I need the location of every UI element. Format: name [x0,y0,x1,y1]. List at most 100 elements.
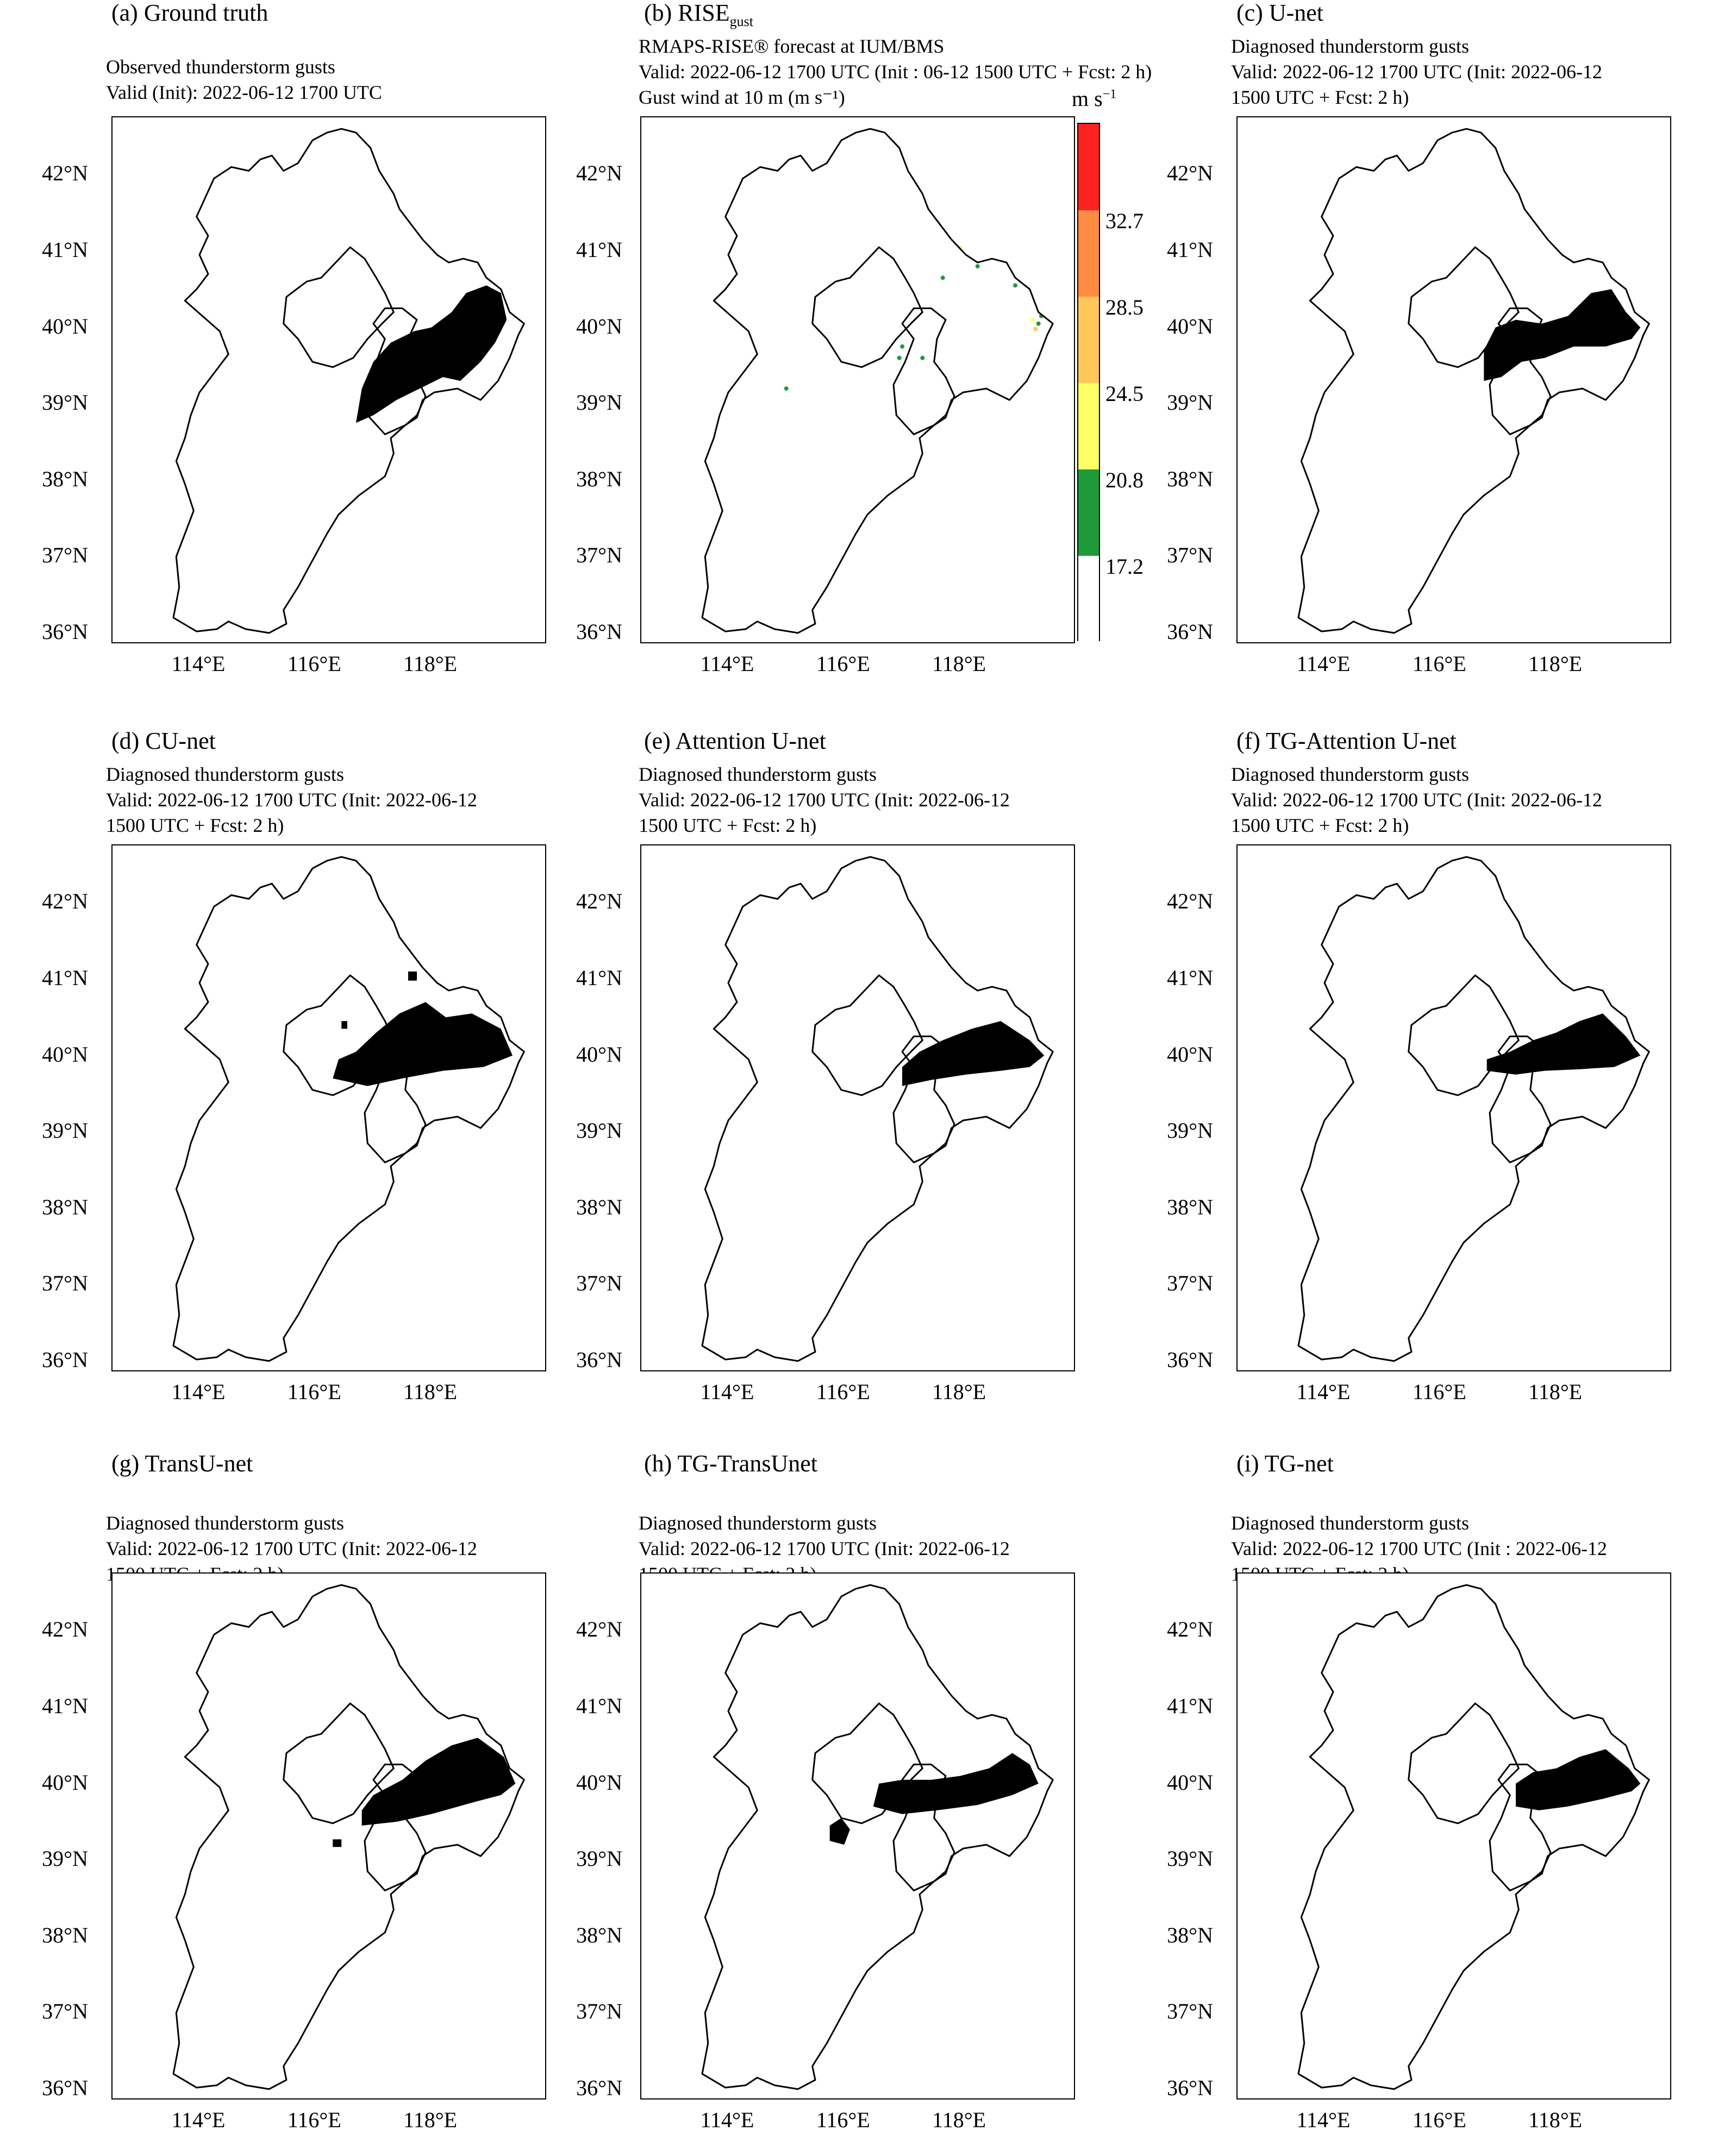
subtitle-line: 1500 UTC + Fcst: 2 h) [1231,814,1409,836]
lat-label: 40°N [1167,1042,1213,1067]
subtitle-line: 1500 UTC + Fcst: 2 h) [1231,86,1409,108]
subtitle-line: Observed thunderstorm gusts [106,56,335,78]
lat-label: 38°N [1167,466,1213,491]
map-svg [1297,128,1650,634]
lon-label: 116°E [816,1380,870,1404]
lat-label: 41°N [42,966,88,990]
gust-area [1516,1749,1641,1810]
gust-area [829,1817,850,1845]
beijing-boundary [811,974,923,1096]
subtitle-line: Valid (Init): 2022-06-12 1700 UTC [106,82,382,103]
beijing-boundary [1408,1702,1520,1825]
lon-label: 118°E [403,2108,458,2132]
hebei-boundary [172,856,525,1362]
lat-label: 38°N [576,1194,622,1219]
colorbar-tick-label: 28.5 [1105,295,1144,319]
lat-label: 37°N [42,1271,88,1296]
lon-label: 114°E [700,651,754,676]
lon-label: 114°E [1296,2108,1351,2132]
lat-label: 39°N [1167,1118,1213,1143]
hebei-boundary [1297,1584,1650,2090]
map-svg [172,856,525,1362]
colorbar-segment [1078,556,1099,642]
lat-label: 41°N [1167,237,1213,262]
map-frame [1236,116,1671,643]
lon-label: 118°E [1528,651,1583,676]
lat-label: 38°N [576,1922,622,1947]
beijing-boundary [1408,974,1520,1096]
panel-label: (d) CU-net [111,728,216,754]
map-frame [111,116,546,643]
lat-label: 40°N [42,314,88,339]
panel-label: (e) Attention U-net [644,728,826,754]
subtitle-line: Diagnosed thunderstorm gusts [1231,763,1469,785]
map-frame [1236,844,1671,1371]
tianjin-boundary [1489,1035,1552,1163]
lat-label: 36°N [576,2075,622,2100]
lat-label: 39°N [42,390,88,415]
panel-subtitle: RMAPS-RISE® forecast at IUM/BMS Valid: 20… [639,34,1152,110]
lat-label: 38°N [1167,1194,1213,1219]
hebei-boundary [701,856,1054,1362]
gust-area [333,1002,513,1086]
gust-speckle [1030,317,1035,322]
lat-label: 42°N [1167,889,1213,914]
lon-label: 116°E [816,2108,870,2132]
map-svg [1297,1584,1650,2090]
map-svg [1297,856,1650,1362]
hebei-boundary [172,1584,525,2090]
lat-label: 42°N [1167,1617,1213,1642]
gust-area [341,1021,347,1029]
lat-label: 36°N [576,619,622,644]
beijing-boundary [283,246,395,368]
tianjin-boundary [1489,307,1552,435]
lon-label: 118°E [932,1380,986,1404]
lon-label: 114°E [171,1380,226,1404]
colorbar [1077,123,1100,642]
lat-label: 40°N [1167,314,1213,339]
panel-label: (c) U-net [1236,0,1324,26]
gust-speckle [900,344,904,349]
gust-speckle [920,355,925,360]
map-svg [172,1584,525,2090]
lat-label: 36°N [576,1347,622,1372]
lat-label: 39°N [1167,390,1213,415]
lon-label: 116°E [287,2108,341,2132]
lat-label: 36°N [1167,1347,1213,1372]
lon-label: 118°E [932,2108,986,2132]
lat-label: 42°N [576,889,622,914]
lon-label: 114°E [700,2108,754,2132]
lon-label: 118°E [1528,2108,1583,2132]
panel-subtitle: Diagnosed thunderstorm gusts Valid: 2022-… [1231,762,1602,838]
lat-label: 36°N [1167,2075,1213,2100]
colorbar-tick-label: 24.5 [1105,381,1144,406]
lat-label: 42°N [42,161,88,186]
lat-label: 40°N [42,1042,88,1067]
subtitle-line: Gust wind at 10 m (m s⁻¹) [639,86,845,108]
lat-label: 40°N [576,314,622,339]
lat-label: 40°N [576,1042,622,1067]
lat-label: 41°N [576,966,622,990]
gust-area [333,1839,342,1847]
lon-label: 114°E [171,2108,226,2132]
lat-label: 41°N [1167,966,1213,990]
tianjin-boundary [364,1763,427,1891]
lat-label: 38°N [1167,1922,1213,1947]
map-frame [1236,1572,1671,2099]
subtitle-line: Diagnosed thunderstorm gusts [1231,35,1469,57]
lon-label: 118°E [403,1380,458,1404]
lat-label: 36°N [42,1347,88,1372]
lat-label: 41°N [42,237,88,262]
lat-label: 41°N [1167,1694,1213,1718]
tianjin-boundary [892,1035,955,1163]
lat-label: 36°N [42,619,88,644]
subtitle-line: 1500 UTC + Fcst: 2 h) [106,814,284,836]
subtitle-line: Valid: 2022-06-12 1700 UTC (Init: 2022-0… [1231,61,1602,83]
hebei-boundary [1297,856,1650,1362]
gust-area [408,972,417,981]
tianjin-boundary [1489,1763,1552,1891]
panel-label: (b) RISEgust [644,0,753,29]
lat-label: 40°N [1167,1770,1213,1795]
lat-label: 37°N [1167,1271,1213,1296]
panel-label: (g) TransU-net [111,1450,253,1477]
